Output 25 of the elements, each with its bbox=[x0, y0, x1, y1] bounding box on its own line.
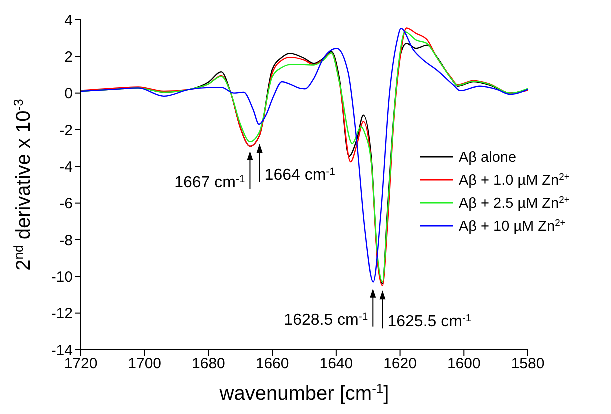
x-tick-label: 1640 bbox=[320, 356, 354, 373]
y-tick-label: -12 bbox=[51, 306, 73, 323]
y-tick-label: -2 bbox=[60, 122, 73, 140]
y-tick-label: 4 bbox=[64, 12, 73, 30]
y-tick-label: -4 bbox=[60, 158, 73, 176]
y-tick-label: -8 bbox=[60, 232, 73, 250]
x-axis-title: wavenumber [cm$^{-1}$] bbox=[218, 380, 390, 405]
annotation: 1667 cm$^{-1}$ bbox=[174, 174, 246, 192]
y-tick-label: -6 bbox=[60, 196, 73, 213]
y-tick-label: 0 bbox=[64, 86, 73, 103]
legend-label: Aβ + 10 µM Zn$^{2+}$ bbox=[459, 216, 566, 235]
x-tick-label: 1700 bbox=[128, 356, 162, 373]
x-tick-label: 1600 bbox=[447, 356, 481, 373]
annotation: 1664 cm$^{-1}$ bbox=[264, 166, 336, 184]
legend-label: Aβ alone bbox=[459, 150, 517, 166]
legend-label: Aβ + 2.5 µM Zn$^{2+}$ bbox=[459, 194, 570, 212]
legend-label: Aβ + 1.0 µM Zn$^{2+}$ bbox=[459, 170, 570, 189]
annotation: 1628.5 cm$^{-1}$ bbox=[284, 311, 368, 329]
x-tick-label: 1620 bbox=[384, 356, 417, 373]
x-tick-label: 1680 bbox=[192, 356, 226, 373]
x-tick-label: 1660 bbox=[256, 356, 290, 373]
annotation: 1625.5 cm$^{-1}$ bbox=[388, 313, 472, 331]
y-tick-label: -10 bbox=[51, 268, 73, 286]
y-tick-label: 2 bbox=[64, 48, 73, 66]
x-tick-label: 1580 bbox=[511, 356, 545, 373]
